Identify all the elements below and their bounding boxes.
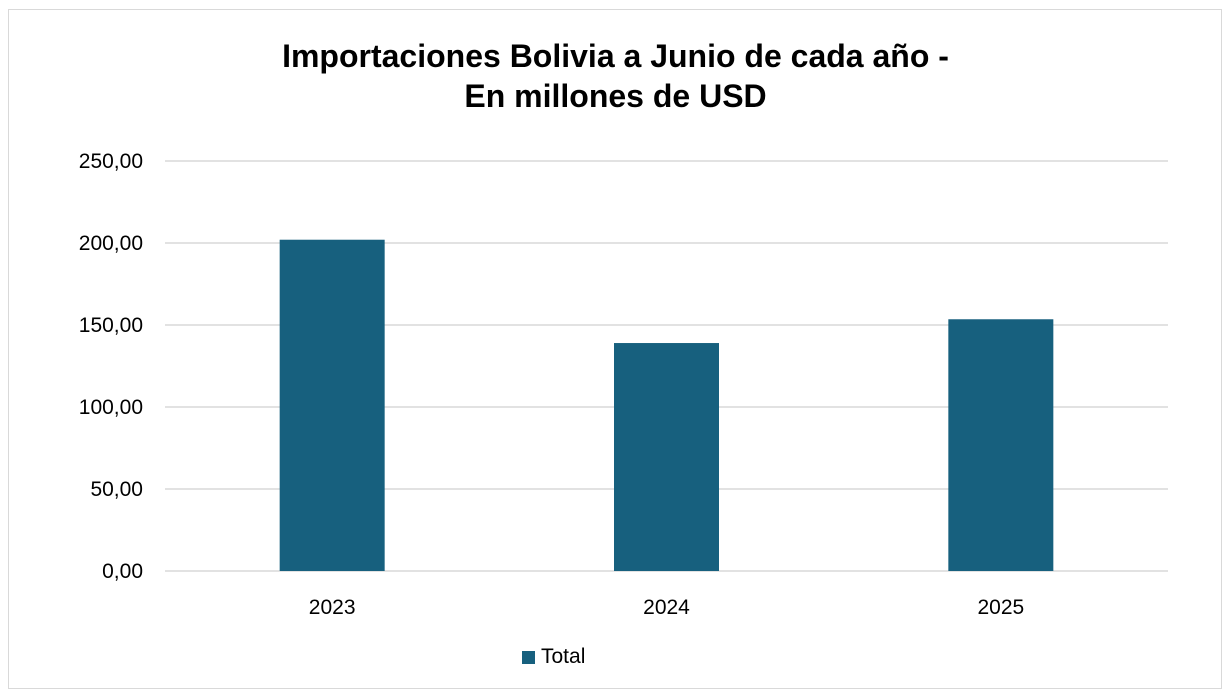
y-axis-labels: 0,00 50,00 100,00 150,00 200,00 250,00 xyxy=(79,150,143,583)
chart-title-line-2: En millones de USD xyxy=(464,78,767,114)
bar-2025 xyxy=(948,319,1054,571)
y-tick-label: 50,00 xyxy=(90,478,143,501)
legend: Total xyxy=(522,645,585,669)
x-tick-label-2024: 2024 xyxy=(643,596,690,619)
bar-2024 xyxy=(614,343,719,571)
legend-label-total: Total xyxy=(541,645,586,668)
x-tick-label-2023: 2023 xyxy=(309,596,356,619)
chart-title: Importaciones Bolivia a Junio de cada añ… xyxy=(0,36,1231,116)
x-tick-label-2025: 2025 xyxy=(977,596,1024,619)
y-tick-label: 0,00 xyxy=(102,560,143,583)
y-tick-label: 100,00 xyxy=(79,396,143,419)
x-axis-labels: 2023 2024 2025 xyxy=(309,596,1024,619)
y-tick-label: 200,00 xyxy=(79,232,143,255)
legend-swatch-total xyxy=(522,650,535,664)
chart-title-line-1: Importaciones Bolivia a Junio de cada añ… xyxy=(282,38,949,74)
y-tick-label: 150,00 xyxy=(79,314,143,337)
bars xyxy=(279,239,1054,571)
bar-2023 xyxy=(279,239,385,571)
y-tick-label: 250,00 xyxy=(79,150,143,173)
